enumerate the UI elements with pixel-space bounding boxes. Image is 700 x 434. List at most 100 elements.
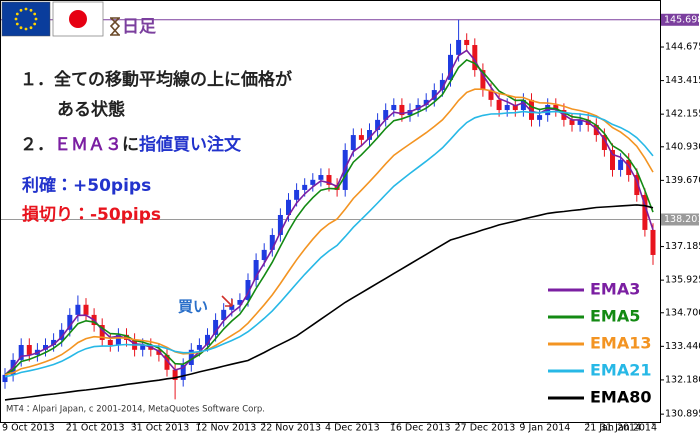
- candle-body: [610, 149, 615, 170]
- candle-body: [205, 334, 210, 346]
- candle-body: [51, 339, 57, 346]
- candle-body: [448, 54, 453, 80]
- step2-part: に: [122, 135, 139, 155]
- candle-body: [415, 104, 421, 111]
- candle-body: [310, 179, 316, 185]
- price-label-box: [661, 13, 699, 26]
- candle-body: [2, 374, 8, 383]
- candle-body: [496, 99, 502, 111]
- candle-body: [164, 354, 170, 370]
- candle-body: [553, 104, 559, 111]
- x-tick-label: 9 Oct 2013: [2, 423, 55, 434]
- candle-body: [634, 175, 640, 196]
- candle-body: [107, 339, 113, 346]
- ema-line: [4, 204, 654, 401]
- stop-loss: 損切り：-50pips: [22, 204, 161, 225]
- y-tick-label: 130.895: [665, 409, 700, 420]
- x-tick-label: 22 Nov 2013: [260, 423, 321, 434]
- candle-body: [213, 319, 219, 335]
- price-label-box: [661, 213, 699, 226]
- candle-body: [172, 369, 178, 380]
- y-tick-label: 142.155: [665, 109, 700, 120]
- y-tick-label: 132.180: [665, 374, 700, 385]
- price-label: 138.201: [664, 214, 700, 225]
- candle-body: [286, 199, 291, 215]
- plot-border: [0, 0, 661, 423]
- candle-body: [391, 104, 397, 111]
- x-tick-label: 9 Jan 2014: [519, 423, 570, 434]
- ema-line: [4, 58, 654, 376]
- x-tick-label: 4 Dec 2013: [325, 423, 380, 434]
- buy-arrow: [221, 295, 233, 307]
- candle-body: [488, 90, 494, 100]
- step2-part: ＥＭＡ３: [54, 135, 122, 155]
- candle-body: [569, 119, 575, 125]
- eu-flag: [1, 1, 51, 37]
- candle-body: [480, 70, 486, 91]
- candle-body: [277, 214, 283, 235]
- candle-body: [529, 99, 534, 120]
- y-tick-label: 137.185: [665, 241, 700, 252]
- ema-line: [4, 49, 654, 376]
- candle-body: [237, 299, 243, 305]
- candle-body: [383, 110, 389, 120]
- x-tick-label: 31 Oct 2013: [131, 423, 190, 434]
- candle-body: [318, 175, 324, 180]
- y-tick-label: 134.700: [665, 307, 700, 318]
- candle-body: [537, 115, 543, 120]
- x-tick-label: 12 Nov 2013: [195, 423, 256, 434]
- y-tick-label: 135.925: [665, 275, 700, 286]
- step2-part: 指値買い注文: [139, 134, 242, 155]
- credit: MT4：Alpari Japan, c 2001-2014, MetaQuote…: [6, 405, 265, 415]
- candle-body: [326, 175, 332, 185]
- candle-body: [431, 90, 437, 100]
- candle-body: [269, 234, 275, 250]
- candle-body: [43, 345, 48, 350]
- candle-body: [18, 345, 24, 360]
- y-tick-label: 144.675: [665, 42, 700, 53]
- candle-body: [253, 260, 259, 281]
- candle-body: [472, 45, 478, 71]
- step1-line: ある状態: [57, 99, 125, 120]
- step2: ２．ＥＭＡ３に指値買い注文: [20, 134, 242, 155]
- candle-body: [512, 104, 518, 111]
- legend-label: EMA13: [590, 334, 652, 353]
- candle-body: [83, 304, 89, 315]
- candle-body: [350, 135, 356, 150]
- ema-line: [4, 110, 654, 378]
- candle-body: [294, 189, 300, 200]
- candle-body: [601, 135, 607, 150]
- candle-body: [504, 104, 510, 111]
- candle-body: [99, 325, 105, 340]
- x-tick-label: 27 Dec 2013: [455, 423, 516, 434]
- step1-line: １．全ての移動平均線の上に価格が: [20, 69, 292, 90]
- candle-body: [577, 119, 583, 125]
- price-label: 145.698: [664, 14, 700, 25]
- candle-body: [367, 130, 372, 140]
- x-tick-label: 16 Dec 2013: [390, 423, 451, 434]
- legend-label: EMA3: [590, 280, 640, 299]
- candle-body: [75, 304, 81, 315]
- candle-body: [358, 135, 364, 140]
- candle-body: [221, 309, 227, 320]
- candle-body: [245, 280, 251, 300]
- candle-body: [115, 334, 121, 346]
- candle-body: [196, 345, 202, 350]
- candle-body: [520, 99, 526, 111]
- candle-body: [545, 104, 551, 116]
- legend-label: EMA5: [590, 307, 640, 326]
- candle-body: [618, 159, 624, 170]
- candle-body: [67, 314, 73, 330]
- candle-body: [140, 345, 146, 350]
- take-profit: 利確：+50pips: [22, 175, 151, 196]
- x-tick-label: 21 Jan 2014: [584, 423, 641, 434]
- y-tick-label: 133.440: [665, 341, 700, 352]
- step2-part: ２．: [20, 135, 54, 155]
- candle-body: [423, 99, 429, 105]
- candle-body: [642, 195, 648, 230]
- candle-body: [302, 184, 308, 190]
- candle-body: [650, 229, 656, 255]
